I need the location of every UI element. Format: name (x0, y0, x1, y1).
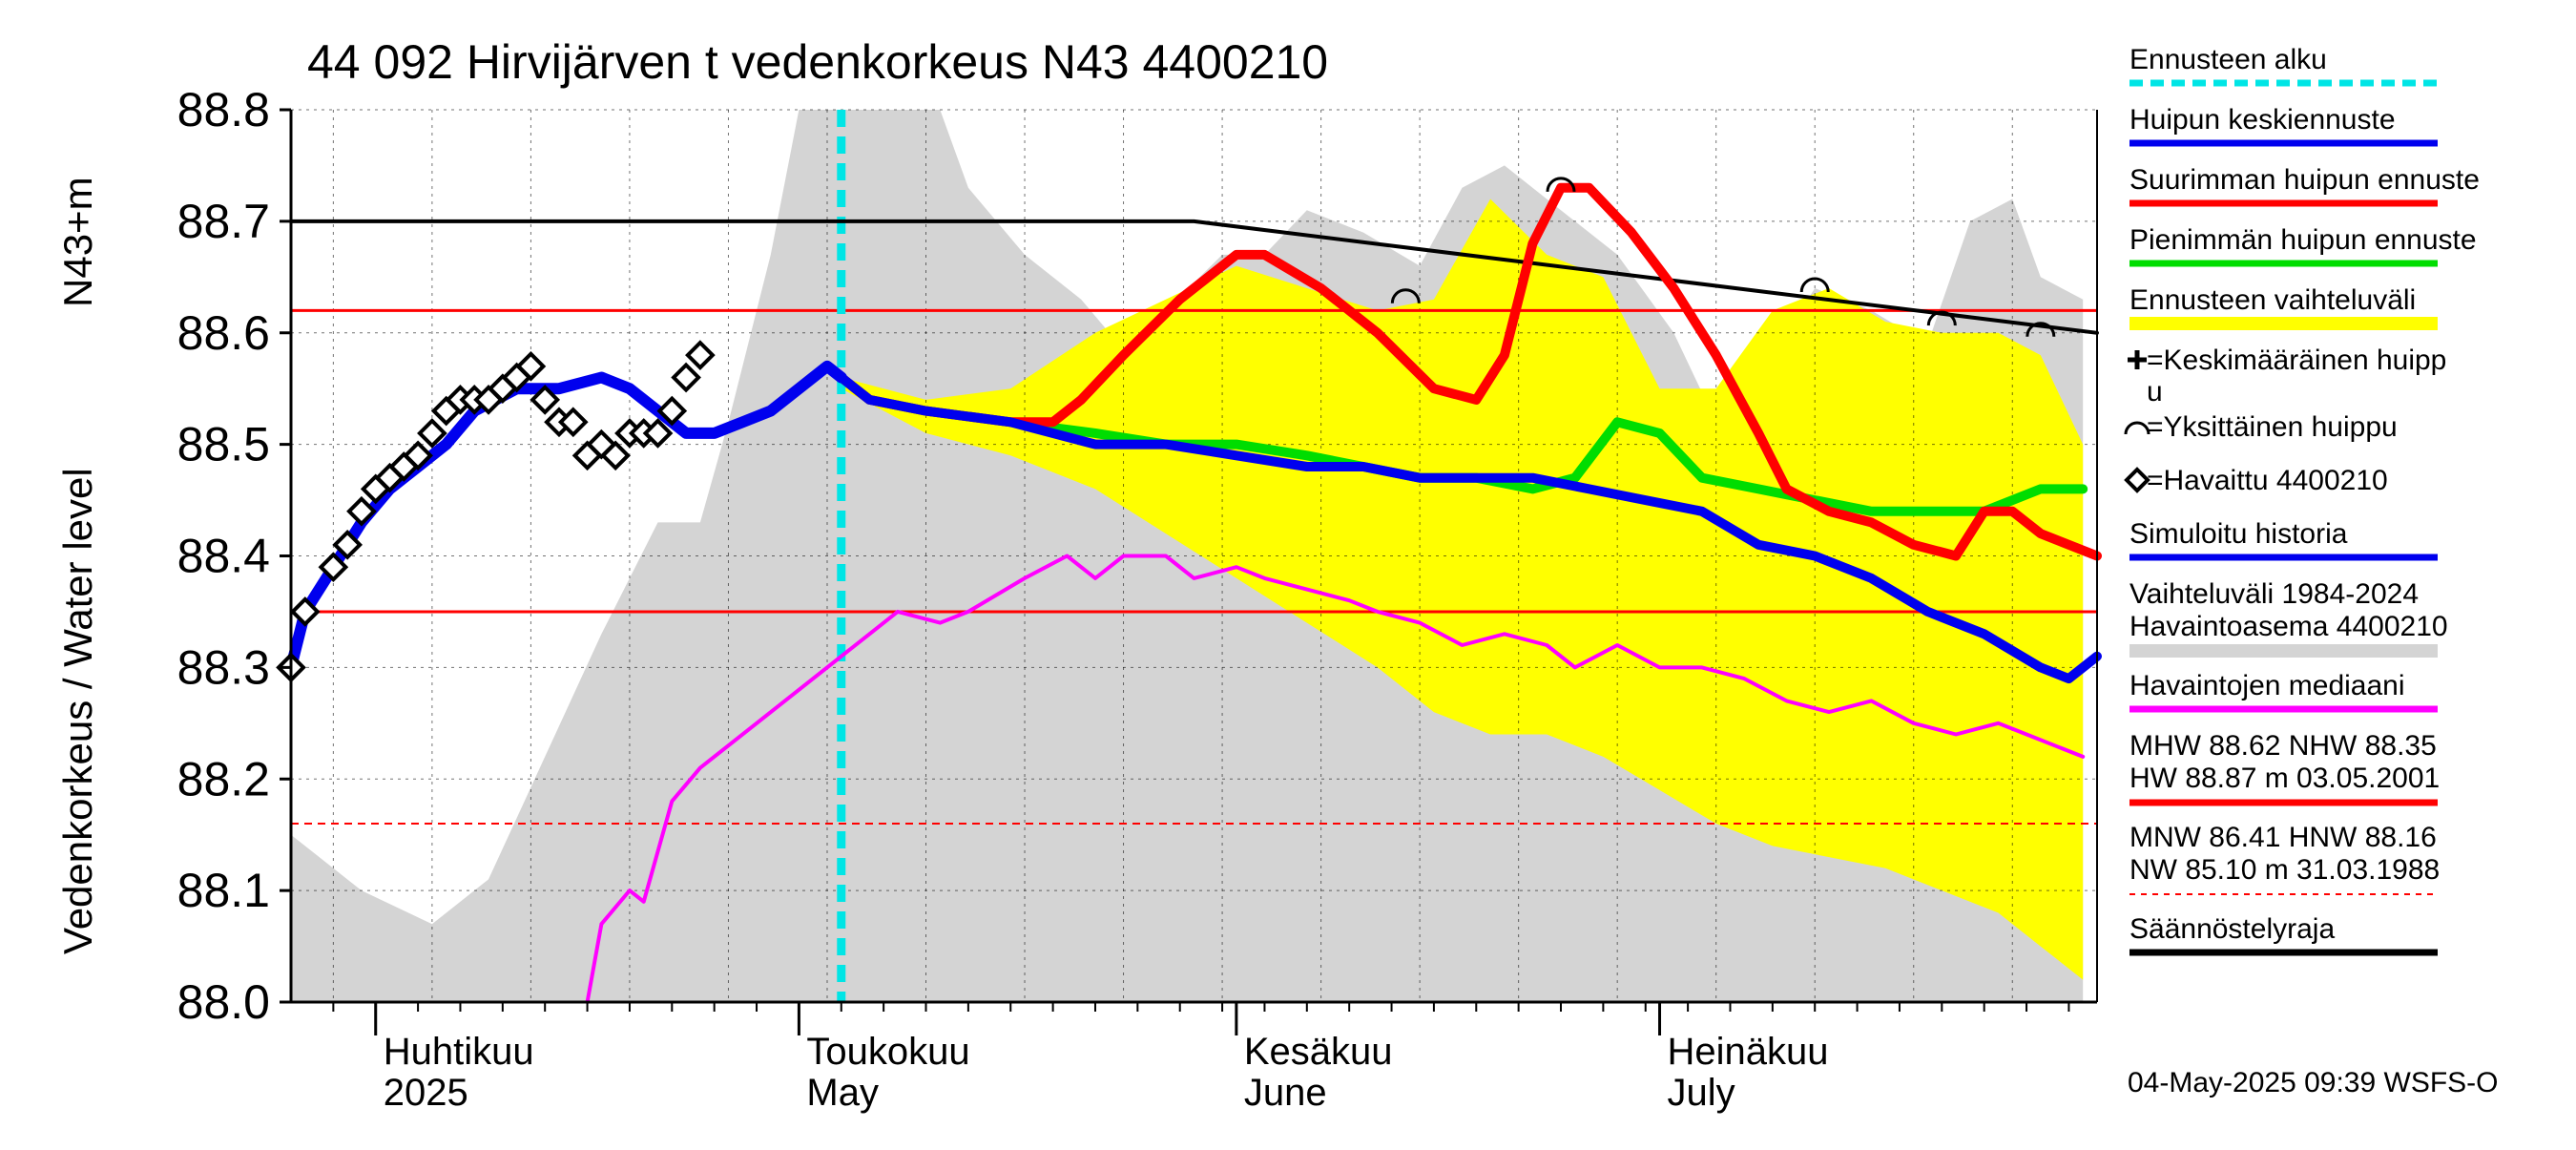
legend-label: MNW 86.41 HNW 88.16 (2129, 822, 2437, 853)
legend-label: MHW 88.62 NHW 88.35 (2129, 730, 2437, 762)
y-tick-label: 88.5 (177, 418, 270, 471)
x-month-sublabel: June (1244, 1072, 1327, 1114)
median-line (585, 554, 2086, 1004)
observation-point (346, 495, 377, 527)
legend-label: Pienimmän huipun ennuste (2129, 224, 2477, 256)
observation-point (515, 350, 547, 382)
legend-label-line2: NW 85.10 m 31.03.1988 (2129, 854, 2440, 886)
legend-label: Huipun keskiennuste (2129, 104, 2396, 136)
observation-point (600, 440, 631, 471)
y-tick-label: 88.6 (177, 306, 270, 360)
legend: Ennusteen alku Huipun keskiennuste Suurimm… (2124, 44, 2480, 956)
max-peak-forecast-line (836, 182, 2102, 561)
y-tick-label: 88.2 (177, 752, 270, 805)
y-tick-label: 88.3 (177, 640, 270, 694)
x-month-sublabel: May (806, 1072, 879, 1114)
legend-label: =Keskimääräinen huipp (2147, 345, 2446, 376)
single-peak-marker (2025, 322, 2056, 337)
legend-label-line2: u (2147, 376, 2163, 408)
legend-label: Vaihteluväli 1984-2024 (2129, 578, 2419, 610)
legend-label: Suurimman huipun ennuste (2129, 164, 2480, 196)
regulation-limit-line (289, 219, 2099, 335)
legend-label: Säännöstelyraja (2129, 913, 2335, 945)
observation-point (671, 362, 701, 393)
observation-point (318, 552, 349, 583)
legend-label: Ennusteen alku (2129, 44, 2327, 75)
x-month-label: Kesäkuu (1244, 1031, 1393, 1073)
single-peak-marker (1926, 310, 1957, 326)
legend-label: Ennusteen vaihteluväli (2129, 284, 2416, 316)
y-tick-label: 88.1 (177, 864, 270, 917)
y-axis-unit: N43+m (55, 177, 100, 307)
band-forecast-range (841, 199, 2084, 980)
single-peak-marker (1390, 288, 1421, 303)
legend-label-line2: Havaintoasema 4400210 (2129, 611, 2448, 642)
reference-lines (291, 110, 2097, 1002)
min-peak-forecast-line (836, 372, 2088, 516)
observed-diamond-icon (2124, 467, 2150, 493)
legend-label: =Havaittu 4400210 (2147, 465, 2388, 496)
single-peak-marker (1799, 277, 1830, 293)
chart-title: 44 092 Hirvijärven t vedenkorkeus N43 44… (307, 35, 1328, 89)
legend-label: Havaintojen mediaani (2129, 670, 2405, 701)
observation-point (685, 340, 716, 370)
observation-point (530, 385, 561, 415)
y-tick-label: 88.8 (177, 83, 270, 136)
observation-point (332, 529, 363, 560)
mean-peak-icon (2128, 350, 2147, 369)
y-tick-label: 88.7 (177, 195, 270, 248)
y-axis-label: Vedenkorkeus / Water level (55, 468, 100, 954)
axes: 88.0 88.1 88.2 88.3 88.4 88.5 88.6 88.7 88.8 Huht… (177, 83, 2098, 1114)
legend-label: =Yksittäinen huippu (2147, 411, 2398, 443)
observation-point (403, 440, 433, 471)
observation-point (642, 418, 674, 449)
y-tick-label: 88.0 (177, 975, 270, 1029)
x-month-label: Heinäkuu (1668, 1031, 1829, 1073)
observation-point (557, 407, 589, 438)
observation-point (656, 395, 688, 427)
x-month-sublabel: July (1668, 1072, 1735, 1114)
x-month-sublabel: 2025 (384, 1072, 468, 1114)
single-peak-marker (1546, 177, 1576, 192)
y-tick-label: 88.4 (177, 530, 270, 583)
observation-point (417, 418, 447, 449)
legend-label: Simuloitu historia (2129, 518, 2348, 550)
mean-peak-forecast-line (836, 372, 2102, 684)
single-peak-icon (2124, 421, 2150, 435)
legend-label-line2: HW 88.87 m 03.05.2001 (2129, 763, 2440, 794)
x-month-label: Huhtikuu (384, 1031, 534, 1073)
x-month-label: Toukokuu (806, 1031, 969, 1073)
timestamp-footer: 04-May-2025 09:39 WSFS-O (2128, 1067, 2499, 1098)
observation-point (289, 596, 321, 627)
